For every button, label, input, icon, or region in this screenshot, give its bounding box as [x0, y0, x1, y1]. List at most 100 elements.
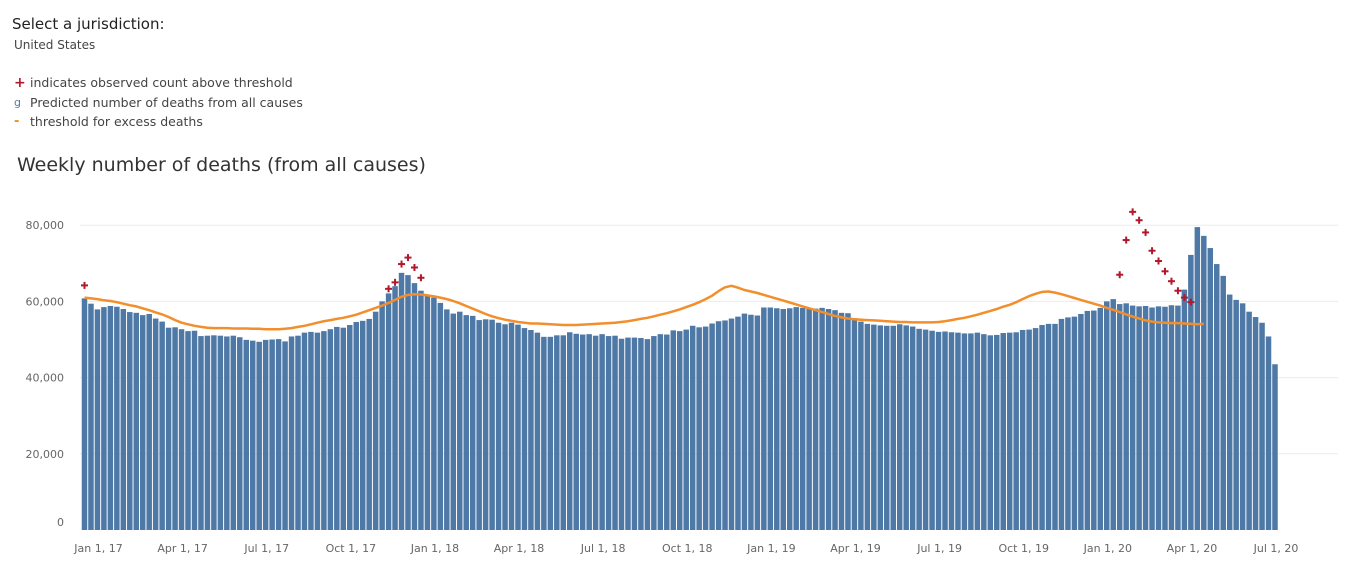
jurisdiction-select[interactable]: United States	[14, 38, 96, 52]
bar	[463, 315, 469, 530]
bar	[107, 305, 114, 530]
bar	[159, 321, 165, 530]
bar	[275, 339, 282, 530]
bar	[508, 322, 515, 530]
bar	[256, 341, 262, 530]
bar	[224, 336, 230, 530]
bar	[903, 325, 909, 530]
bar	[664, 334, 670, 530]
bar	[1116, 304, 1123, 530]
bar	[1104, 301, 1110, 530]
bar	[579, 334, 586, 530]
bar	[204, 335, 211, 530]
bar	[353, 321, 359, 530]
above-threshold-marker	[391, 278, 399, 286]
bar	[1123, 303, 1129, 530]
bar	[1188, 254, 1194, 530]
bar	[1065, 317, 1071, 530]
x-tick-label: Jan 1, 20	[1083, 542, 1132, 555]
bar	[1071, 316, 1078, 530]
bar	[366, 318, 372, 530]
bar	[1084, 310, 1091, 530]
bar	[592, 335, 599, 530]
bar	[806, 309, 812, 530]
bar	[657, 334, 664, 530]
x-tick-label: Apr 1, 20	[1167, 542, 1218, 555]
bar	[243, 339, 249, 530]
bar	[321, 331, 327, 530]
bar	[638, 337, 644, 530]
above-threshold-marker	[1142, 228, 1150, 236]
bar	[1168, 305, 1175, 530]
bar	[631, 337, 638, 530]
bar	[1207, 248, 1214, 530]
bar	[838, 312, 845, 530]
bar	[469, 315, 476, 530]
bar	[689, 325, 696, 530]
bar	[534, 332, 541, 530]
above-threshold-marker	[1135, 216, 1143, 224]
bar	[1214, 264, 1220, 530]
bar	[1091, 310, 1097, 530]
bar	[152, 318, 159, 530]
bar	[1246, 311, 1252, 530]
bar	[476, 320, 482, 530]
x-tick-label: Jan 1, 17	[73, 542, 122, 555]
bar	[1000, 333, 1006, 530]
bar	[114, 306, 120, 530]
bar	[101, 307, 107, 530]
bar	[301, 332, 308, 530]
above-threshold-marker	[1174, 287, 1182, 295]
x-tick-label: Jan 1, 18	[410, 542, 459, 555]
bar	[735, 316, 741, 530]
above-threshold-marker	[410, 263, 418, 271]
bar	[178, 329, 185, 530]
above-threshold-marker	[1167, 277, 1175, 285]
bar	[249, 340, 256, 530]
bar	[482, 319, 489, 530]
bar	[1194, 227, 1201, 531]
bar	[786, 308, 793, 530]
bar	[948, 332, 955, 530]
g-glyph-icon: g	[14, 95, 21, 109]
above-threshold-marker	[1116, 271, 1124, 279]
bar	[521, 328, 528, 530]
bar	[88, 303, 94, 530]
above-threshold-marker	[398, 260, 406, 268]
bar	[1201, 235, 1207, 531]
bar	[961, 333, 968, 530]
bar	[1097, 307, 1104, 530]
bar	[761, 307, 767, 530]
bar	[211, 335, 217, 530]
bar	[605, 336, 612, 530]
bar	[1013, 332, 1019, 530]
bar	[392, 286, 398, 530]
bar	[437, 302, 444, 530]
x-tick-label: Jan 1, 19	[746, 542, 795, 555]
bar	[696, 327, 702, 530]
bar	[864, 323, 871, 530]
bar	[676, 331, 683, 530]
y-tick-label: 20,000	[26, 448, 65, 461]
bar	[683, 329, 689, 530]
bar	[81, 298, 88, 530]
bar	[398, 272, 405, 530]
bar	[981, 334, 987, 530]
bar	[450, 313, 457, 530]
bar	[237, 337, 243, 530]
x-tick-label: Apr 1, 17	[157, 542, 208, 555]
bar	[1110, 299, 1116, 530]
y-tick-label: 40,000	[26, 372, 65, 385]
bar	[586, 334, 592, 530]
bar	[424, 295, 431, 530]
bar	[722, 320, 728, 530]
bar	[230, 335, 237, 530]
legend-item-above-threshold: + indicates observed count above thresho…	[14, 73, 303, 93]
bar	[269, 339, 275, 530]
bar	[405, 275, 411, 530]
bar	[327, 329, 334, 530]
chart-title: Weekly number of deaths (from all causes…	[17, 154, 426, 176]
bar	[418, 290, 424, 530]
bar	[165, 327, 172, 530]
bar	[702, 326, 709, 530]
